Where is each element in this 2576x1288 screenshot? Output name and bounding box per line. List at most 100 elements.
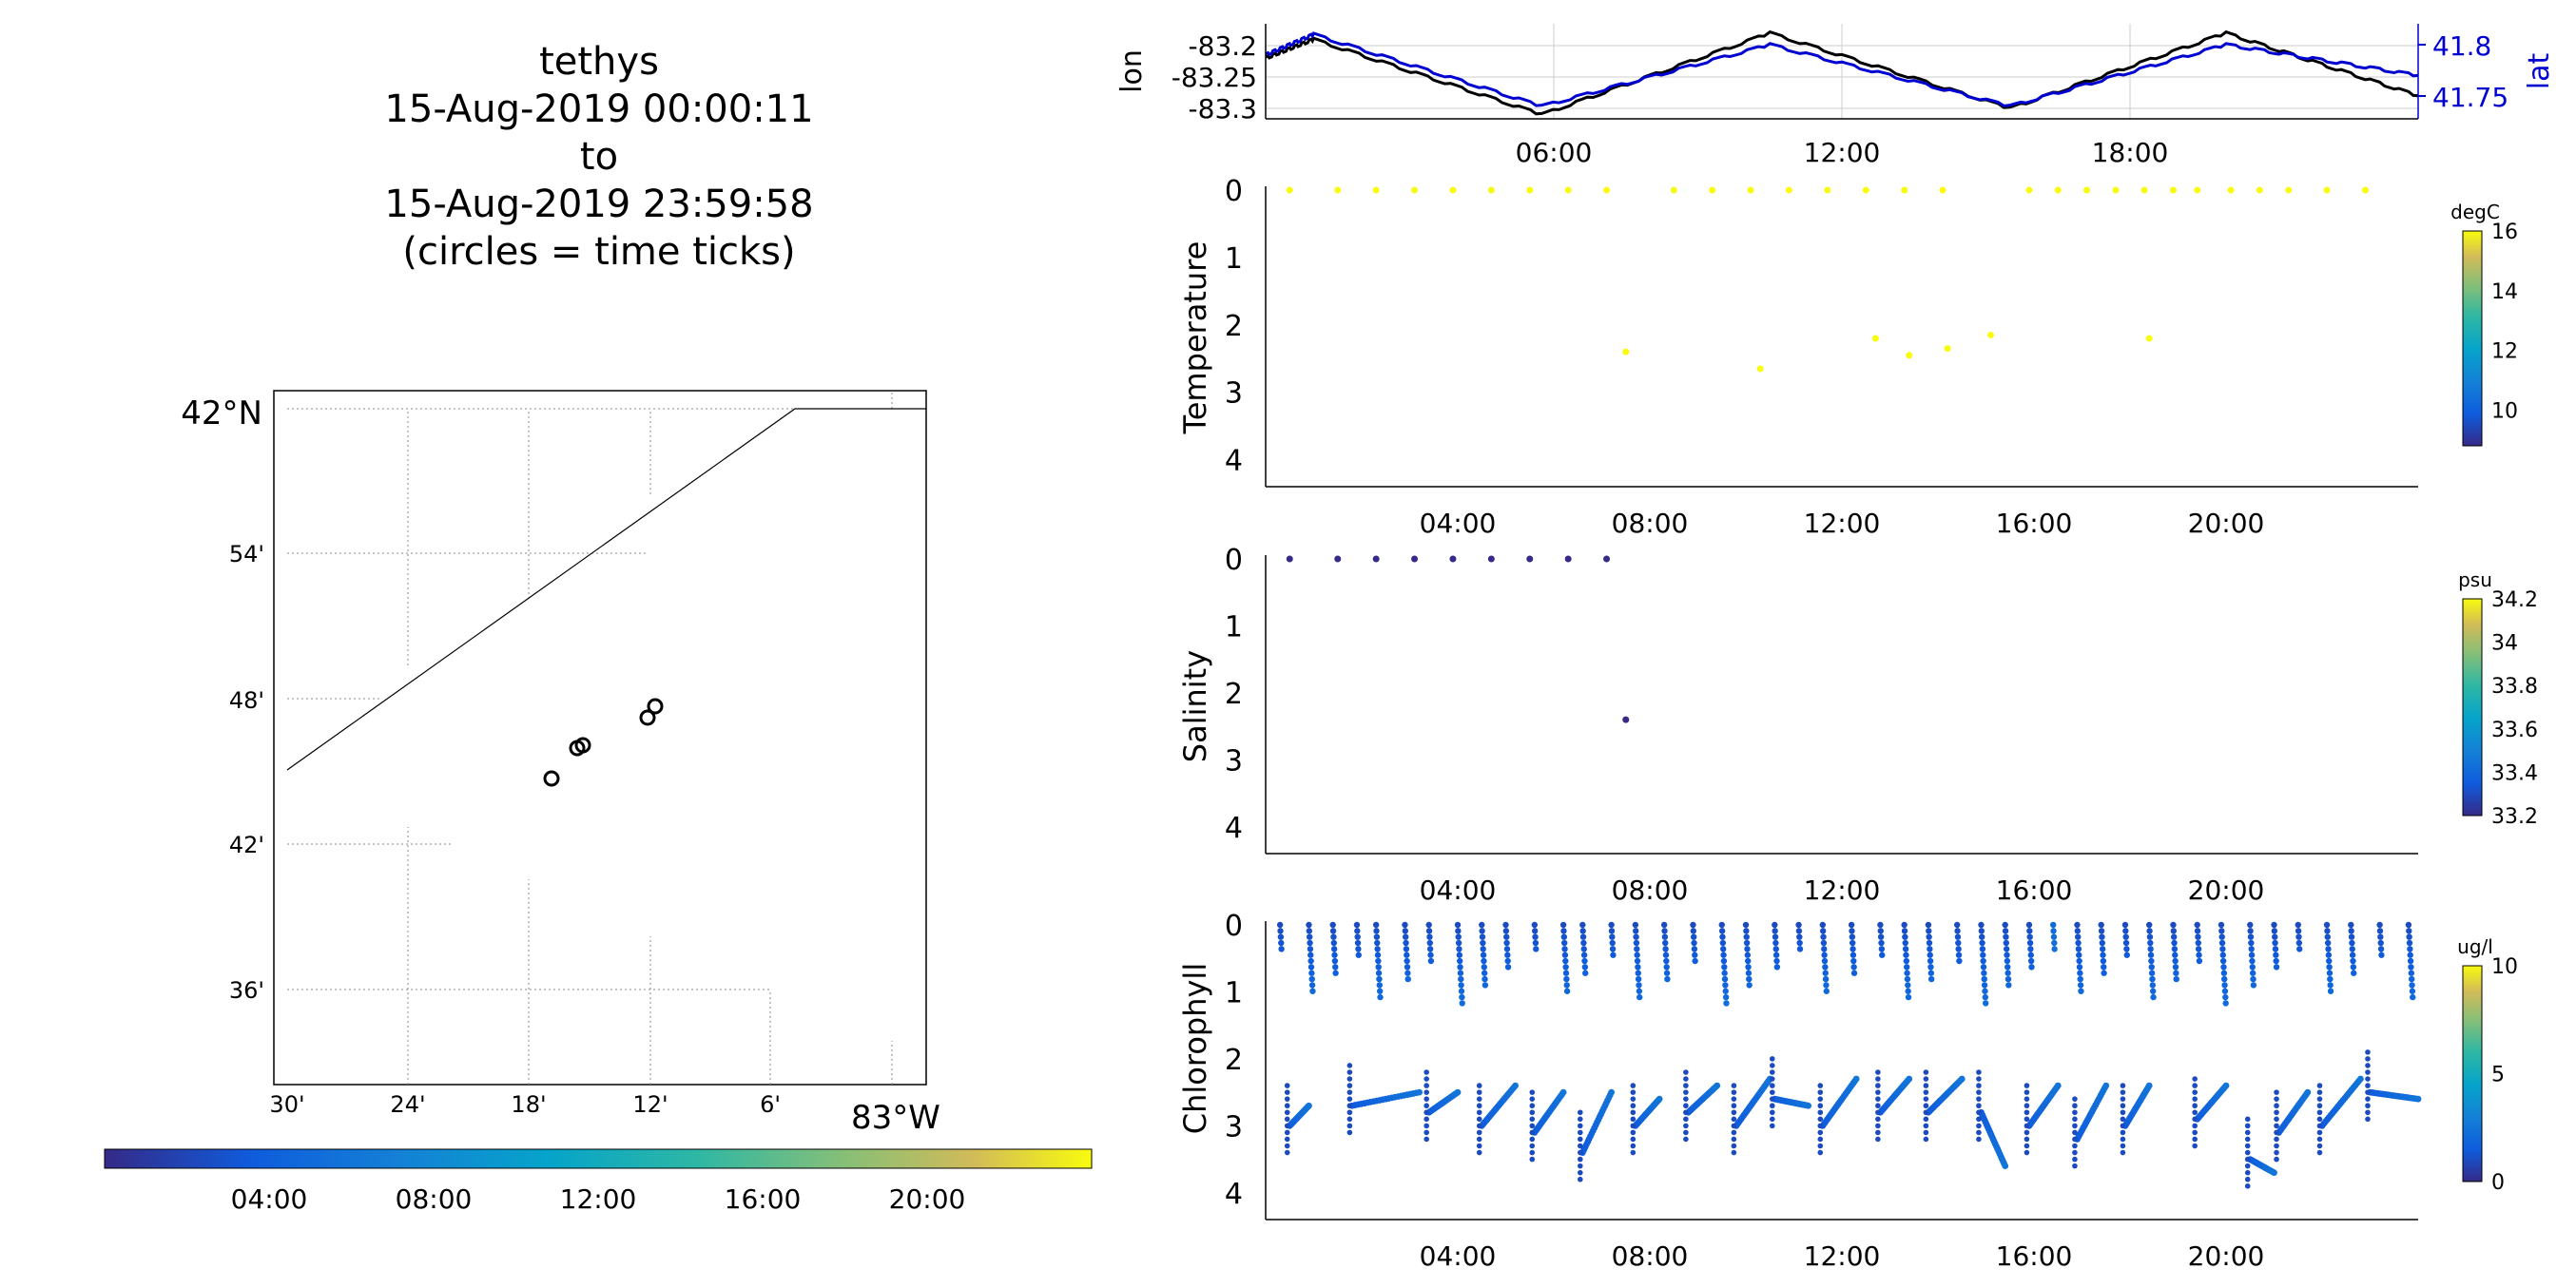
chlorophyll-point: [1731, 1116, 1737, 1123]
chlorophyll-point: [2120, 1149, 2126, 1156]
data-point: [1603, 186, 1611, 194]
chlorophyll-point: [1978, 933, 1985, 940]
data-point: [1824, 186, 1831, 194]
chlorophyll-point: [1577, 1136, 1583, 1143]
chlorophyll-point: [1875, 1069, 1881, 1075]
chlorophyll-point: [1903, 964, 1910, 971]
chlorophyll-point: [2003, 933, 2009, 940]
chlorophyll-point: [1683, 1103, 1689, 1109]
chlorophyll-point: [1455, 928, 1462, 934]
chlorophyll-point: [1926, 939, 1933, 947]
chlorophyll-point: [1346, 1123, 1353, 1129]
chlorophyll-point: [2171, 939, 2178, 947]
chlorophyll-point: [1731, 1089, 1737, 1095]
chlorophyll-point: [1956, 957, 1963, 965]
chlorophyll-point: [1743, 933, 1750, 940]
chlorophyll-point: [2120, 1083, 2126, 1088]
chlorophyll-point: [2005, 975, 2012, 983]
chlorophyll-point: [1875, 1116, 1881, 1123]
chlorophyll-point: [1346, 1069, 1353, 1075]
chlorophyll-point: [1772, 946, 1779, 952]
chlorophyll-point: [1954, 928, 1961, 934]
x-tick-label: 04:00: [1420, 875, 1497, 906]
chlorophyll-point: [1353, 921, 1361, 929]
chlorophyll-point: [1662, 952, 1670, 958]
chlorophyll-point: [1661, 933, 1669, 940]
chlorophyll-point: [2099, 946, 2106, 952]
chlorophyll-point: [1476, 1129, 1482, 1136]
y-tick-label: 2: [1225, 678, 1243, 711]
chlorophyll-point: [1529, 1109, 1536, 1116]
chlorophyll-point: [1906, 1075, 1913, 1083]
map-lat-label-42n: 42°N: [181, 394, 262, 433]
chlorophyll-point: [2350, 964, 2357, 971]
chlorophyll-point: [2407, 952, 2413, 958]
y-tick-label: 0: [1225, 544, 1243, 577]
chlorophyll-point: [2024, 1109, 2030, 1116]
chlorophyll-point: [2327, 988, 2334, 994]
chlorophyll-point: [1731, 1096, 1737, 1102]
chlorophyll-point: [2365, 1096, 2371, 1102]
chlorophyll-point: [2005, 964, 2011, 971]
chlorophyll-point: [1976, 1089, 1982, 1095]
chlorophyll-point: [1976, 1116, 1982, 1123]
chlorophyll-point: [1329, 928, 1337, 934]
chlorophyll-point: [1879, 952, 1886, 958]
chlorophyll-point: [1427, 957, 1435, 965]
chlorophyll-point: [1637, 993, 1643, 1001]
colorbar-tick-label: 16: [2491, 221, 2518, 244]
chlorophyll-point: [1424, 1076, 1429, 1082]
chlorophyll-point: [1769, 1063, 1775, 1068]
chlorophyll-point: [1731, 1123, 1737, 1129]
chlorophyll-point: [2170, 928, 2178, 934]
chlorophyll-point: [1426, 939, 1433, 947]
chlorophyll-point: [1346, 1089, 1353, 1095]
data-point: [2169, 186, 2177, 194]
track-ytick-right: 41.8: [2432, 30, 2491, 62]
chlorophyll-point: [1529, 1089, 1536, 1095]
chlorophyll-point: [1533, 946, 1540, 952]
track-ytick-left: -83.25: [1172, 62, 1257, 93]
chlorophyll-point: [2147, 939, 2154, 947]
chlorophyll-point: [1683, 1109, 1689, 1116]
chlorophyll-point: [2100, 957, 2107, 965]
chlorophyll-point: [2244, 1156, 2251, 1163]
chlorophyll-point: [2324, 933, 2331, 940]
chlorophyll-point: [1376, 982, 1383, 989]
chlorophyll-point: [1580, 952, 1588, 958]
chlorophyll-point: [2072, 1136, 2078, 1143]
chlorophyll-point: [1278, 946, 1285, 952]
chlorophyll-point: [1850, 970, 1858, 976]
chlorophyll-point: [1476, 1109, 1482, 1116]
chlorophyll-point: [1901, 921, 1908, 929]
chlorophyll-point: [1608, 1088, 1615, 1096]
chlorophyll-point: [1459, 1000, 1465, 1007]
chlorophyll-point: [1817, 1149, 1824, 1156]
time-tick-circle: [639, 709, 656, 726]
chlorophyll-point: [2222, 1082, 2230, 1089]
chlorophyll-point: [1978, 928, 1985, 934]
chlorophyll-point: [1609, 939, 1616, 947]
chlorophyll-point: [1923, 1123, 1929, 1129]
chlorophyll-point: [2357, 1075, 2364, 1083]
chlorophyll-point: [1817, 1136, 1824, 1143]
chlorophyll-point: [1823, 988, 1830, 994]
chlorophyll-point: [2325, 946, 2332, 952]
chlorophyll-point: [1927, 946, 1933, 952]
y-tick-label: 3: [1225, 744, 1243, 778]
chlorophyll-point: [2172, 957, 2179, 965]
chlorophyll-point: [2003, 939, 2009, 947]
chlorophyll-point: [2172, 952, 2179, 958]
chlorophyll-point: [1877, 921, 1884, 929]
data-point: [2054, 186, 2062, 194]
chlorophyll-point: [2271, 921, 2277, 929]
chlorophyll-point: [1374, 939, 1381, 947]
chlorophyll-point: [2274, 1089, 2279, 1095]
chlorophyll-point: [2316, 1083, 2323, 1088]
chlorophyll-point: [1719, 933, 1726, 940]
chlorophyll-point: [2326, 964, 2333, 971]
chlorophyll-point: [1719, 939, 1727, 947]
chlorophyll-point: [1664, 975, 1671, 983]
x-tick-label: 12:00: [1804, 508, 1881, 539]
chlorophyll-point: [1562, 970, 1570, 976]
